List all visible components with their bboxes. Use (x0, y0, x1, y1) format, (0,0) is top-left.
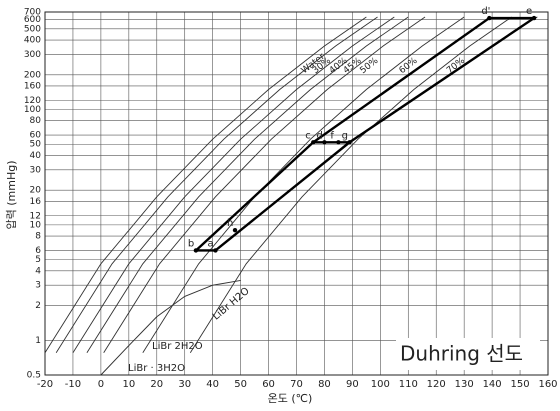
x-tick-label: 160 (538, 379, 557, 390)
y-tick-label: 400 (24, 36, 41, 46)
y-tick-label: 16 (30, 197, 42, 207)
point-label: c (305, 130, 311, 141)
y-tick-label: 50 (30, 140, 42, 150)
crystallization-line (100, 279, 241, 375)
y-tick-label: 3 (35, 281, 41, 291)
series-line (189, 16, 512, 353)
y-tick-label: 80 (30, 116, 42, 126)
y-tick-label: 200 (24, 70, 41, 80)
y-tick-label: 6 (35, 246, 41, 256)
y-axis-title: 압력 (mmHg) (5, 160, 18, 229)
y-tick-label: 60 (30, 131, 42, 141)
x-tick-label: 30 (178, 379, 191, 390)
x-tick-label: 60 (262, 379, 275, 390)
y-tick-label: 1 (35, 336, 41, 346)
y-tick-label: 0.5 (27, 371, 41, 381)
y-tick-label: 5 (35, 255, 41, 265)
point-label: e (526, 6, 532, 17)
x-tick-label: -10 (65, 379, 81, 390)
grid (44, 11, 549, 376)
x-tick-label: 130 (455, 379, 474, 390)
cycle-point (322, 140, 327, 145)
region-label: LiBr H2O (211, 286, 252, 323)
cycle-point (311, 140, 316, 145)
point-label: a (207, 238, 213, 249)
x-tick-label: 20 (150, 379, 163, 390)
point-label: b (188, 238, 194, 249)
cycle-point (347, 140, 352, 145)
series-line (103, 16, 426, 353)
y-tick-label: 120 (24, 96, 41, 106)
series-line (86, 16, 409, 353)
point-label: d' (481, 6, 490, 17)
cycle-point (193, 248, 199, 253)
y-tick-label: 100 (24, 105, 41, 115)
chart-title: Duhring 선도 (400, 342, 523, 366)
x-tick-label: 10 (122, 379, 135, 390)
y-tick-label: 10 (30, 220, 42, 230)
region-label: LiBr · 3H2O (128, 363, 185, 374)
y-tick-label: 160 (24, 81, 41, 91)
point-label: f (330, 130, 334, 141)
y-tick-label: 40 (30, 151, 42, 161)
plot-lines (45, 16, 538, 375)
series-line (72, 16, 395, 353)
series-line (142, 16, 465, 353)
y-tick-label: 500 (24, 24, 41, 34)
x-tick-label: 100 (371, 379, 390, 390)
series-line (45, 16, 367, 353)
x-tick-label: 110 (399, 379, 418, 390)
point-label: h (227, 218, 233, 229)
x-tick-label: -20 (37, 379, 53, 390)
cycle-point (336, 140, 341, 145)
point-label: d (316, 130, 322, 141)
title-box (396, 338, 540, 370)
x-axis-title: 온도 (℃) (268, 392, 313, 405)
cycle-point (213, 248, 218, 253)
y-tick-label: 30 (30, 165, 42, 175)
x-tick-label: 90 (346, 379, 359, 390)
y-tick-label: 12 (30, 211, 41, 221)
x-tick-label: 40 (206, 379, 219, 390)
cycle-point (531, 15, 537, 21)
series-label: 50% (358, 56, 380, 76)
x-tick-label: 140 (483, 379, 502, 390)
x-tick-label: 150 (511, 379, 530, 390)
y-tick-label: 4 (35, 266, 41, 276)
y-tick-label: 2 (35, 301, 41, 311)
cycle-point (487, 15, 492, 21)
plot-frame (44, 11, 549, 376)
x-tick-label: 120 (427, 379, 446, 390)
point-label: g (342, 130, 348, 141)
series-label: 60% (398, 56, 420, 76)
x-tick-label: 0 (98, 379, 104, 390)
y-tick-label: 8 (35, 232, 41, 242)
y-tick-label: 700 (24, 8, 41, 18)
cycle-point (232, 227, 238, 233)
y-tick-label: 20 (30, 186, 42, 196)
y-tick-label: 300 (24, 50, 41, 60)
region-label: LiBr 2H2O (152, 341, 203, 352)
x-tick-label: 70 (290, 379, 303, 390)
x-tick-label: 50 (234, 379, 247, 390)
x-tick-label: 80 (318, 379, 331, 390)
y-tick-label: 600 (24, 15, 41, 25)
series-line (55, 16, 378, 353)
